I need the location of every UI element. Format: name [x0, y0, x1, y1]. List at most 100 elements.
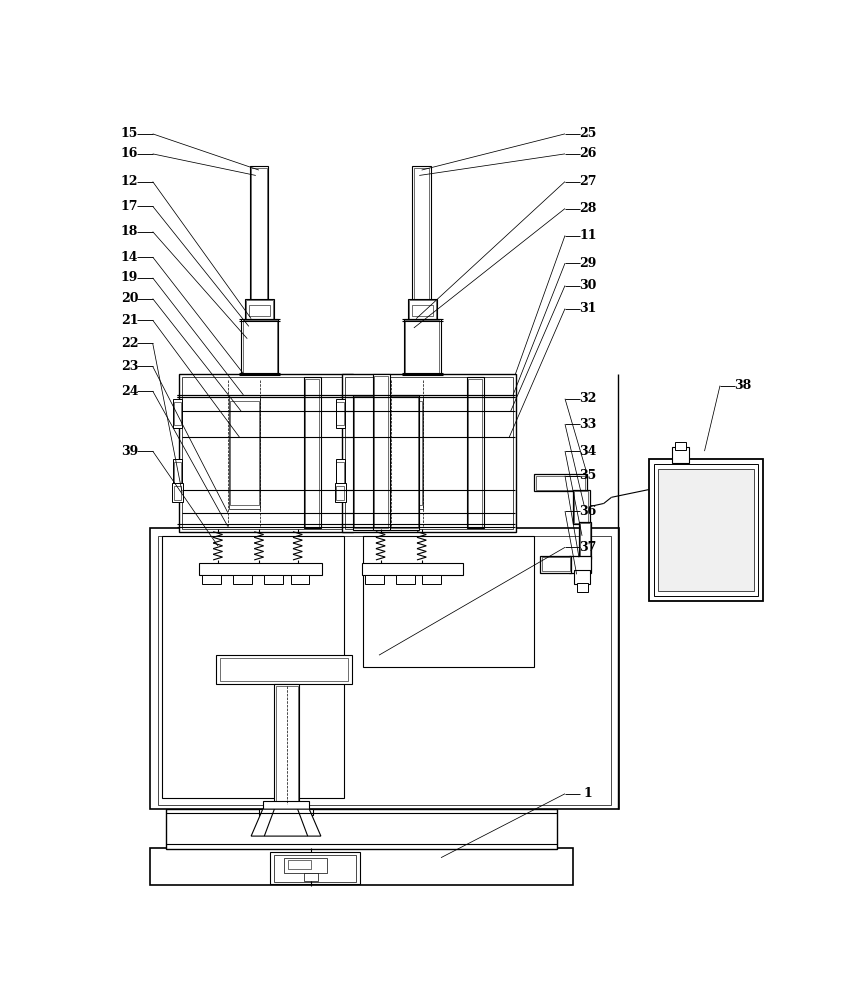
Bar — [409, 300, 435, 319]
Bar — [284, 858, 326, 873]
Bar — [150, 528, 618, 809]
Bar — [305, 379, 319, 527]
Bar — [173, 486, 181, 500]
Bar — [540, 556, 571, 573]
Bar — [220, 658, 348, 681]
Bar — [179, 374, 353, 532]
Bar — [249, 305, 270, 316]
Bar — [334, 483, 345, 502]
Text: 29: 29 — [579, 257, 597, 270]
Bar — [422, 575, 441, 584]
Bar — [653, 464, 757, 596]
Bar — [216, 655, 351, 684]
Bar — [233, 575, 251, 584]
Bar — [579, 522, 591, 559]
Bar — [336, 462, 344, 485]
Bar — [335, 399, 344, 428]
Bar — [303, 377, 320, 528]
Bar — [412, 166, 430, 301]
Bar — [274, 855, 356, 882]
Bar — [264, 575, 282, 584]
Bar — [573, 570, 589, 584]
Bar — [573, 491, 587, 523]
Bar — [393, 401, 421, 505]
Bar — [246, 300, 273, 319]
Bar — [162, 536, 344, 798]
Text: 12: 12 — [121, 175, 138, 188]
Bar — [672, 447, 688, 463]
Bar — [657, 469, 753, 591]
Bar — [241, 319, 278, 374]
Bar — [466, 377, 483, 528]
Bar — [395, 575, 414, 584]
Text: 23: 23 — [121, 360, 138, 373]
Bar — [274, 684, 299, 804]
Text: 19: 19 — [121, 271, 138, 284]
Text: 31: 31 — [579, 302, 597, 315]
Bar — [242, 320, 276, 373]
Bar — [648, 459, 763, 601]
Bar — [173, 459, 182, 488]
Bar — [374, 376, 387, 528]
Bar — [230, 401, 258, 505]
Bar — [335, 459, 344, 488]
Polygon shape — [251, 809, 320, 836]
Bar — [362, 563, 462, 575]
Bar — [276, 686, 297, 802]
Bar — [258, 809, 313, 815]
Text: 20: 20 — [121, 292, 138, 305]
Bar — [150, 848, 572, 885]
Bar — [354, 396, 418, 528]
Bar — [572, 490, 589, 524]
Bar — [413, 168, 429, 299]
Bar — [158, 536, 610, 805]
Bar — [344, 377, 512, 529]
Bar — [182, 377, 350, 529]
Text: 30: 30 — [579, 279, 597, 292]
Text: 15: 15 — [121, 127, 138, 140]
Text: 11: 11 — [579, 229, 597, 242]
Bar — [411, 305, 433, 316]
Text: 18: 18 — [121, 225, 138, 238]
Bar — [250, 166, 268, 301]
Bar — [172, 483, 183, 502]
Bar — [270, 852, 359, 884]
Bar — [577, 583, 587, 592]
Bar — [407, 299, 437, 320]
Text: 26: 26 — [579, 147, 597, 160]
Bar — [336, 486, 344, 500]
Bar — [165, 809, 556, 849]
Text: 22: 22 — [121, 337, 138, 350]
Bar — [364, 575, 383, 584]
Text: 24: 24 — [121, 385, 138, 398]
Text: 33: 33 — [579, 418, 596, 431]
Bar — [263, 801, 309, 811]
Bar — [288, 860, 311, 869]
Bar — [342, 374, 516, 532]
Text: 28: 28 — [579, 202, 597, 215]
Bar — [372, 374, 389, 530]
Bar — [579, 523, 589, 557]
Text: 14: 14 — [121, 251, 138, 264]
Bar — [468, 379, 481, 527]
Text: 38: 38 — [734, 379, 751, 392]
Bar — [251, 168, 266, 299]
Text: 25: 25 — [579, 127, 597, 140]
Bar — [228, 397, 260, 509]
Bar — [336, 402, 344, 425]
Bar — [199, 563, 321, 575]
Text: 36: 36 — [579, 505, 596, 518]
Bar — [405, 320, 439, 373]
Text: 37: 37 — [579, 541, 597, 554]
Bar — [535, 476, 585, 490]
Bar — [173, 402, 181, 425]
Text: 32: 32 — [579, 392, 597, 405]
Text: 1: 1 — [583, 787, 592, 800]
Bar — [391, 397, 423, 509]
Bar — [173, 399, 182, 428]
Text: 21: 21 — [121, 314, 138, 327]
Text: 35: 35 — [579, 469, 596, 482]
Text: 16: 16 — [121, 147, 138, 160]
Bar — [352, 395, 418, 530]
Bar — [533, 474, 586, 491]
